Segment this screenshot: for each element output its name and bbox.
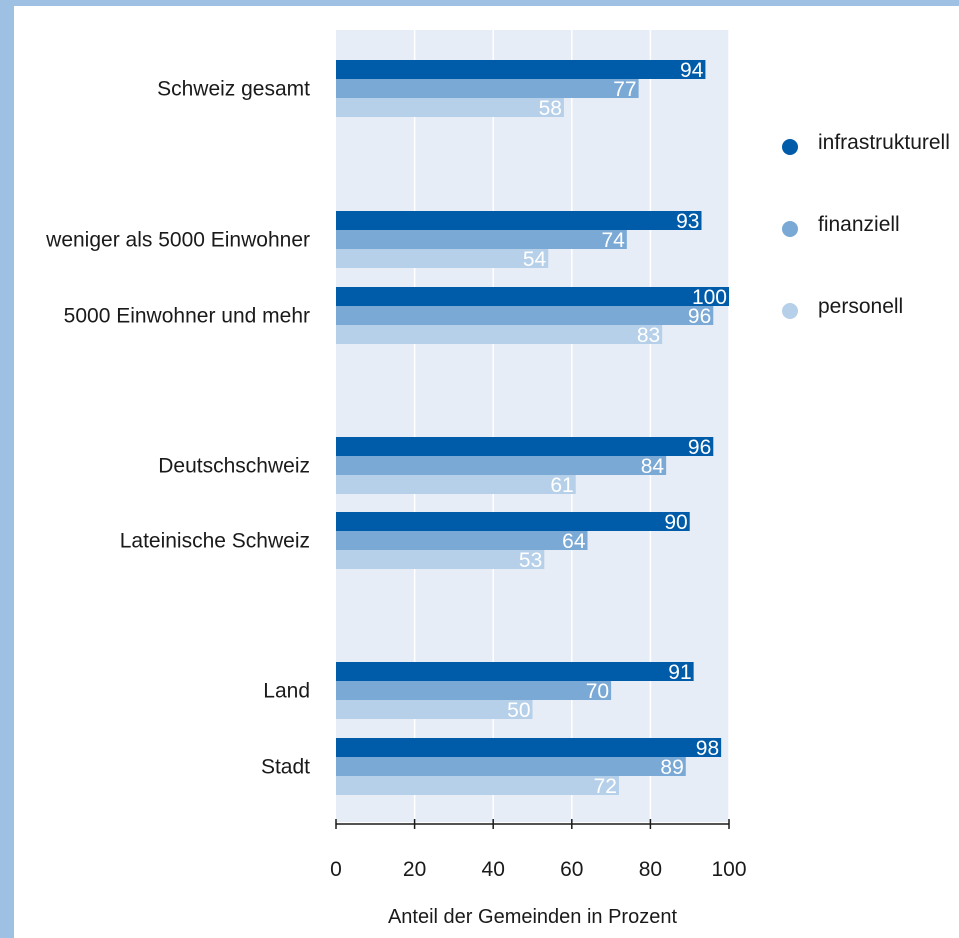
legend-label: personell: [818, 295, 903, 318]
bar-value-label: 98: [696, 737, 719, 760]
bar-finanziell: [336, 531, 588, 550]
x-tick-label: 40: [482, 858, 505, 881]
legend-marker-infrastrukturell: [782, 139, 798, 155]
bar-infrastrukturell: [336, 211, 702, 230]
bar-value-label: 72: [594, 775, 617, 798]
bar-value-label: 100: [692, 286, 727, 309]
bar-value-label: 53: [519, 549, 542, 572]
bar-finanziell: [336, 456, 667, 475]
category-label: Land: [263, 680, 310, 703]
x-tick-label: 0: [330, 858, 342, 881]
bar-finanziell: [336, 681, 612, 700]
bar-value-label: 83: [637, 324, 660, 347]
bar-infrastrukturell: [336, 437, 714, 456]
bar-value-label: 94: [680, 59, 704, 82]
legend-marker-finanziell: [782, 221, 798, 237]
bar-value-label: 64: [562, 530, 586, 553]
bar-finanziell: [336, 306, 714, 325]
bar-value-label: 50: [507, 699, 530, 722]
bar-value-label: 90: [664, 511, 687, 534]
bar-finanziell: [336, 757, 686, 776]
bar-value-label: 74: [601, 229, 625, 252]
bar-personell: [336, 249, 549, 268]
bar-finanziell: [336, 230, 627, 249]
bar-value-label: 93: [676, 210, 699, 233]
bar-value-label: 54: [523, 248, 547, 271]
bar-infrastrukturell: [336, 287, 729, 306]
category-label: weniger als 5000 Einwohner: [45, 229, 310, 252]
bar-finanziell: [336, 79, 639, 98]
x-tick-label: 100: [711, 858, 746, 881]
bar-personell: [336, 550, 545, 569]
bar-value-label: 96: [688, 436, 711, 459]
legend-label: infrastrukturell: [818, 131, 950, 154]
bar-infrastrukturell: [336, 60, 706, 79]
bar-personell: [336, 325, 663, 344]
bar-personell: [336, 700, 533, 719]
bar-value-label: 89: [660, 756, 683, 779]
x-tick-label: 20: [403, 858, 426, 881]
bar-infrastrukturell: [336, 662, 694, 681]
bar-infrastrukturell: [336, 738, 722, 757]
category-label: Stadt: [261, 756, 310, 779]
x-axis-title: Anteil der Gemeinden in Prozent: [388, 906, 677, 928]
bar-personell: [336, 98, 564, 117]
bar-value-label: 91: [668, 661, 691, 684]
bar-value-label: 58: [539, 97, 562, 120]
legend-label: finanziell: [818, 213, 900, 236]
bar-personell: [336, 776, 619, 795]
x-tick-label: 60: [560, 858, 583, 881]
bar-value-label: 70: [586, 680, 609, 703]
category-label: Deutschschweiz: [158, 455, 310, 478]
bar-value-label: 96: [688, 305, 711, 328]
category-label: 5000 Einwohner und mehr: [64, 305, 310, 328]
bar-infrastrukturell: [336, 512, 690, 531]
bar-value-label: 77: [613, 78, 636, 101]
bar-value-label: 61: [550, 474, 573, 497]
category-label: Lateinische Schweiz: [120, 530, 310, 553]
category-label: Schweiz gesamt: [157, 78, 310, 101]
bar-personell: [336, 475, 576, 494]
bar-value-label: 84: [641, 455, 665, 478]
legend-marker-personell: [782, 303, 798, 319]
x-tick-label: 80: [639, 858, 662, 881]
